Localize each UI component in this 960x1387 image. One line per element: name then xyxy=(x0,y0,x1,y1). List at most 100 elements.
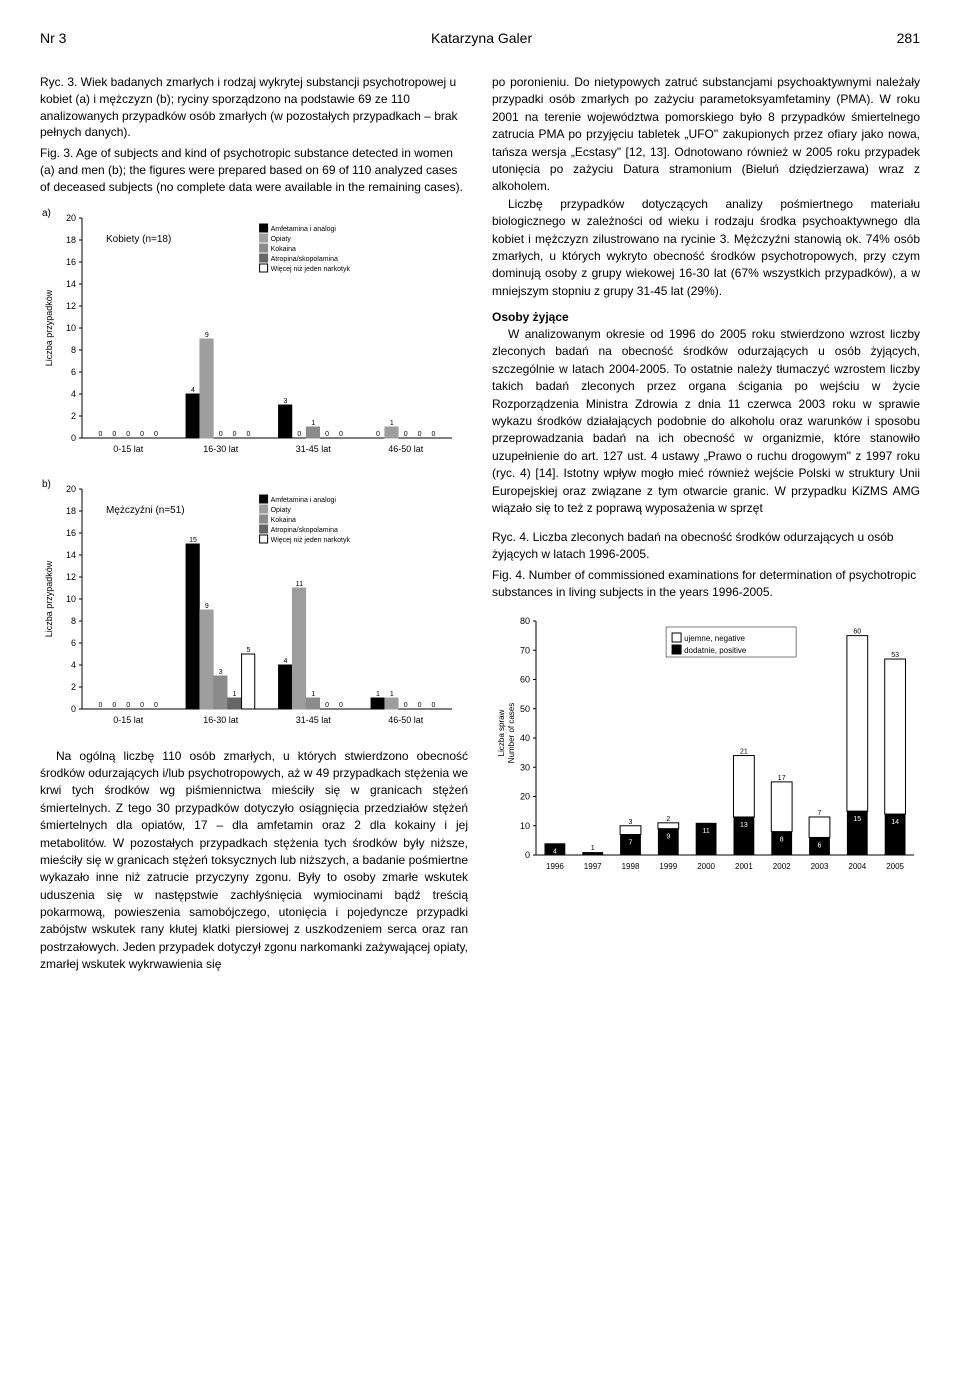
svg-text:Amfetamina i analogi: Amfetamina i analogi xyxy=(271,497,337,504)
svg-text:20: 20 xyxy=(66,484,76,494)
svg-text:Liczba przypadków: Liczba przypadków xyxy=(44,560,54,637)
svg-text:4: 4 xyxy=(553,848,557,855)
svg-text:0: 0 xyxy=(112,431,116,438)
svg-text:Kokaina: Kokaina xyxy=(271,517,296,524)
svg-text:1: 1 xyxy=(233,691,237,698)
svg-text:0: 0 xyxy=(247,431,251,438)
right-para-3: W analizowanym okresie od 1996 do 2005 r… xyxy=(492,326,920,517)
svg-text:16: 16 xyxy=(66,257,76,267)
svg-text:10: 10 xyxy=(520,820,530,830)
svg-text:dodatnie, positive: dodatnie, positive xyxy=(684,646,747,655)
page-header: Nr 3 Katarzyna Galer 281 xyxy=(40,30,920,46)
svg-text:11: 11 xyxy=(702,827,709,834)
svg-text:70: 70 xyxy=(520,645,530,655)
svg-text:8: 8 xyxy=(71,345,76,355)
svg-text:0: 0 xyxy=(112,702,116,709)
svg-text:0: 0 xyxy=(376,431,380,438)
svg-text:b): b) xyxy=(42,479,51,490)
svg-text:Atropina/skopolamina: Atropina/skopolamina xyxy=(271,527,338,534)
svg-text:2002: 2002 xyxy=(773,862,791,871)
svg-text:4: 4 xyxy=(284,658,288,665)
fig3-caption-pl: Ryc. 3. Wiek badanych zmarłych i rodzaj … xyxy=(40,74,468,141)
svg-text:53: 53 xyxy=(891,652,899,659)
svg-text:0: 0 xyxy=(71,433,76,443)
svg-text:15: 15 xyxy=(189,537,197,544)
fig4-chart: 01020304050607080Liczba sprawNumber of c… xyxy=(492,611,920,886)
svg-text:21: 21 xyxy=(740,748,748,755)
svg-text:10: 10 xyxy=(66,594,76,604)
svg-text:1996: 1996 xyxy=(546,862,564,871)
svg-text:Amfetamina i analogi: Amfetamina i analogi xyxy=(271,226,337,233)
svg-text:1: 1 xyxy=(591,845,595,852)
svg-text:0: 0 xyxy=(525,850,530,860)
svg-text:13: 13 xyxy=(740,822,748,829)
svg-text:12: 12 xyxy=(66,301,76,311)
svg-text:Więcej niż jeden narkotyk: Więcej niż jeden narkotyk xyxy=(271,266,351,273)
fig4-caption-pl: Ryc. 4. Liczba zleconych badań na obecno… xyxy=(492,529,920,563)
fig3a-chart: 02468101214161820Liczba przypadkówa)Kobi… xyxy=(40,206,468,471)
svg-text:6: 6 xyxy=(71,367,76,377)
svg-text:14: 14 xyxy=(66,279,76,289)
header-right: 281 xyxy=(897,30,920,46)
left-column: Ryc. 3. Wiek badanych zmarłych i rodzaj … xyxy=(40,74,468,974)
svg-text:17: 17 xyxy=(778,774,786,781)
svg-text:50: 50 xyxy=(520,703,530,713)
svg-text:0: 0 xyxy=(404,431,408,438)
svg-text:0: 0 xyxy=(297,431,301,438)
svg-text:2004: 2004 xyxy=(848,862,866,871)
svg-text:10: 10 xyxy=(66,323,76,333)
svg-text:1998: 1998 xyxy=(622,862,640,871)
svg-text:0-15 lat: 0-15 lat xyxy=(113,715,144,725)
svg-text:8: 8 xyxy=(780,836,784,843)
svg-text:0: 0 xyxy=(140,431,144,438)
svg-text:Opiaty: Opiaty xyxy=(271,507,292,514)
svg-text:0: 0 xyxy=(140,702,144,709)
svg-text:16: 16 xyxy=(66,528,76,538)
svg-text:0-15 lat: 0-15 lat xyxy=(113,444,144,454)
svg-text:2: 2 xyxy=(666,815,670,822)
svg-text:2000: 2000 xyxy=(697,862,715,871)
svg-text:0: 0 xyxy=(219,431,223,438)
svg-text:0: 0 xyxy=(404,702,408,709)
svg-text:30: 30 xyxy=(520,762,530,772)
subheading-osoby-zyjace: Osoby żyjące xyxy=(492,310,920,324)
svg-text:20: 20 xyxy=(520,791,530,801)
svg-text:0: 0 xyxy=(339,431,343,438)
svg-text:0: 0 xyxy=(154,431,158,438)
svg-text:Liczba spraw: Liczba spraw xyxy=(497,709,506,756)
right-para-1: po poronieniu. Do nietypowych zatruć sub… xyxy=(492,74,920,196)
right-para-2: Liczbę przypadków dotyczących analizy po… xyxy=(492,196,920,300)
svg-text:2003: 2003 xyxy=(811,862,829,871)
svg-text:Więcej niż jeden narkotyk: Więcej niż jeden narkotyk xyxy=(271,537,351,544)
right-column: po poronieniu. Do nietypowych zatruć sub… xyxy=(492,74,920,974)
svg-text:2005: 2005 xyxy=(886,862,904,871)
svg-text:0: 0 xyxy=(325,702,329,709)
svg-text:Kobiety (n=18): Kobiety (n=18) xyxy=(106,234,171,245)
svg-text:31-45 lat: 31-45 lat xyxy=(296,444,332,454)
header-left: Nr 3 xyxy=(40,30,66,46)
svg-text:4: 4 xyxy=(71,660,76,670)
svg-text:Opiaty: Opiaty xyxy=(271,236,292,243)
svg-text:1: 1 xyxy=(311,420,315,427)
header-center: Katarzyna Galer xyxy=(431,30,532,46)
svg-text:2: 2 xyxy=(71,682,76,692)
svg-text:0: 0 xyxy=(418,431,422,438)
svg-text:0: 0 xyxy=(126,702,130,709)
svg-text:31-45 lat: 31-45 lat xyxy=(296,715,332,725)
svg-text:11: 11 xyxy=(296,581,303,588)
svg-text:1997: 1997 xyxy=(584,862,602,871)
svg-text:6: 6 xyxy=(818,842,822,849)
svg-text:1: 1 xyxy=(390,691,394,698)
svg-text:5: 5 xyxy=(247,647,251,654)
svg-text:15: 15 xyxy=(853,816,861,823)
svg-text:7: 7 xyxy=(818,810,822,817)
svg-text:Number of cases: Number of cases xyxy=(507,702,516,762)
svg-text:4: 4 xyxy=(191,387,195,394)
svg-text:46-50 lat: 46-50 lat xyxy=(388,715,424,725)
svg-text:1999: 1999 xyxy=(659,862,677,871)
svg-text:9: 9 xyxy=(666,833,670,840)
svg-text:14: 14 xyxy=(891,819,899,826)
svg-text:4: 4 xyxy=(71,389,76,399)
svg-text:0: 0 xyxy=(325,431,329,438)
svg-text:0: 0 xyxy=(126,431,130,438)
